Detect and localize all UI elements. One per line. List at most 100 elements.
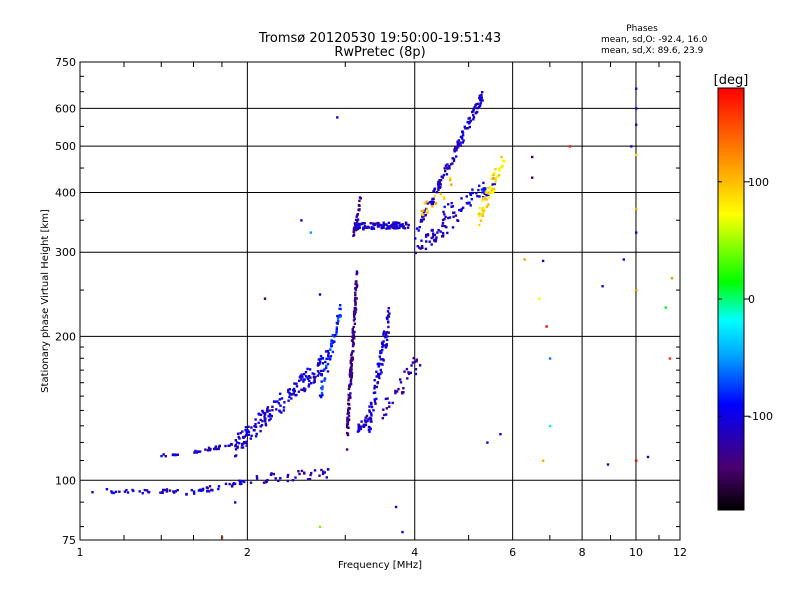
data-point	[243, 441, 246, 444]
data-point	[211, 489, 214, 492]
data-point	[249, 481, 253, 484]
data-point	[394, 389, 397, 393]
data-point	[255, 475, 259, 478]
data-point	[402, 226, 405, 229]
x-tick-label: 1	[77, 546, 84, 559]
data-point	[418, 226, 421, 229]
data-point	[441, 231, 445, 235]
data-point	[241, 446, 245, 449]
data-point	[308, 477, 312, 481]
data-point	[379, 350, 382, 353]
data-point	[482, 187, 485, 190]
data-point	[405, 367, 409, 371]
data-point	[437, 229, 440, 232]
data-point	[354, 301, 357, 305]
data-point	[338, 307, 341, 310]
data-point	[476, 102, 479, 106]
data-point	[271, 409, 274, 412]
data-point	[436, 231, 439, 234]
y-tick-label: 200	[55, 330, 76, 343]
data-point	[502, 159, 505, 162]
data-point	[548, 424, 552, 428]
data-point	[244, 441, 248, 444]
data-point	[387, 221, 390, 225]
data-point	[419, 247, 422, 250]
data-point	[350, 357, 353, 360]
data-point	[347, 409, 350, 412]
data-point	[388, 226, 391, 229]
data-point	[423, 209, 426, 212]
data-point	[224, 444, 227, 448]
data-point	[407, 372, 411, 376]
data-point	[398, 226, 401, 230]
data-point	[454, 145, 457, 148]
data-point	[483, 192, 486, 195]
data-point	[347, 418, 351, 422]
data-point	[384, 334, 388, 337]
data-point	[449, 178, 452, 182]
data-point	[354, 287, 357, 290]
x-tick-label: 4	[411, 546, 418, 559]
data-point	[635, 231, 638, 234]
data-point	[445, 173, 449, 176]
data-point	[368, 430, 371, 433]
data-point	[306, 376, 309, 379]
data-point	[163, 488, 167, 492]
data-point	[357, 428, 360, 431]
data-point	[246, 429, 250, 432]
data-point	[477, 105, 481, 109]
data-point	[664, 306, 667, 309]
data-point	[382, 332, 385, 335]
data-point	[238, 442, 241, 445]
data-point	[420, 239, 423, 242]
data-point	[165, 490, 169, 493]
colorbar-tick-label: 0	[748, 293, 755, 306]
data-point	[461, 137, 464, 140]
data-point	[164, 455, 167, 458]
data-point	[384, 397, 388, 401]
data-point	[465, 127, 468, 130]
data-point	[452, 159, 456, 163]
data-point	[160, 454, 163, 458]
data-point	[410, 364, 413, 367]
data-point	[201, 487, 205, 491]
data-point	[364, 416, 367, 419]
data-point	[401, 530, 404, 534]
data-point	[347, 411, 350, 414]
data-point	[323, 471, 326, 474]
data-point	[270, 472, 273, 475]
data-point	[379, 358, 382, 361]
data-point	[192, 490, 196, 493]
data-point	[283, 401, 286, 404]
x-tick-label: 8	[579, 546, 586, 559]
data-point	[472, 114, 475, 117]
data-point	[350, 368, 353, 371]
data-point	[441, 176, 445, 179]
data-point	[303, 373, 306, 376]
data-point	[373, 400, 377, 403]
data-point	[441, 218, 445, 222]
data-point	[352, 230, 355, 233]
data-point	[361, 222, 364, 225]
data-point	[362, 222, 365, 225]
data-point	[443, 205, 446, 209]
data-point	[372, 409, 375, 412]
data-point	[330, 344, 334, 347]
data-point	[279, 477, 282, 480]
data-point	[279, 392, 282, 395]
data-point	[487, 186, 490, 189]
data-point	[358, 208, 361, 211]
data-point	[487, 203, 490, 206]
data-point	[235, 441, 239, 444]
data-point	[329, 348, 332, 351]
data-point	[622, 258, 625, 261]
data-point	[280, 397, 284, 400]
data-point	[350, 371, 354, 375]
data-point	[497, 167, 501, 170]
data-point	[356, 214, 359, 217]
data-point	[438, 179, 441, 182]
data-point	[414, 237, 417, 240]
data-point	[384, 332, 388, 335]
data-point	[259, 429, 262, 433]
data-point	[254, 435, 258, 438]
